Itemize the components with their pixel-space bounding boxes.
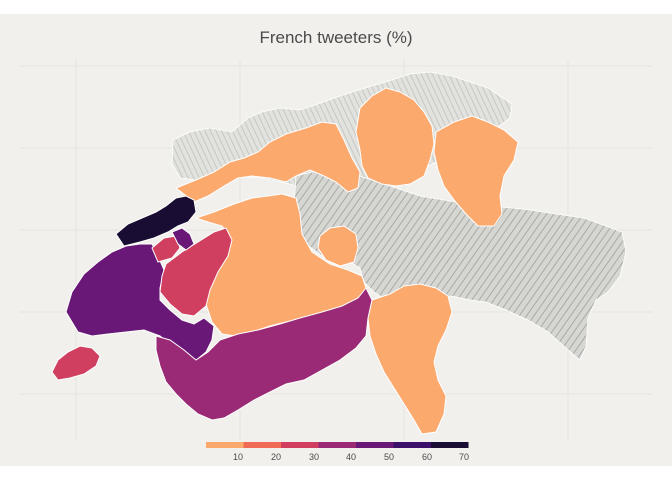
region-geneva-pink (51, 345, 101, 381)
region-vaud-purple (65, 243, 215, 363)
legend-swatch-7 (431, 442, 469, 448)
legend-tick-20: 20 (271, 452, 281, 462)
region-lucerne-peach (317, 225, 359, 267)
region-jura-dark (115, 195, 197, 247)
region-ticino-peach (367, 283, 453, 435)
region-small-pink (151, 235, 181, 263)
legend-swatch-2 (243, 442, 281, 448)
map-title: French tweeters (%) (259, 28, 413, 47)
region-valais-magenta (155, 287, 373, 421)
legend-tick-40: 40 (346, 452, 356, 462)
legend-tick-30: 30 (309, 452, 319, 462)
region-east-peach (433, 115, 519, 227)
legend-swatch-5 (356, 442, 394, 448)
legend-swatch-3 (281, 442, 319, 448)
choropleth-regions (51, 87, 519, 435)
region-small-purple (171, 227, 195, 251)
legend-tick-10: 10 (233, 452, 243, 462)
legend-tick-50: 50 (384, 452, 394, 462)
region-north-west-peach (175, 121, 361, 203)
region-zurich-peach (355, 87, 435, 187)
legend-swatch-1 (206, 442, 244, 448)
legend-swatch-6 (393, 442, 431, 448)
legend-tick-70: 70 (459, 452, 469, 462)
legend: 10 20 30 40 50 60 70 (206, 442, 469, 462)
region-fribourg-pink (159, 227, 233, 317)
legend-tick-60: 60 (422, 452, 432, 462)
legend-swatch-4 (318, 442, 356, 448)
